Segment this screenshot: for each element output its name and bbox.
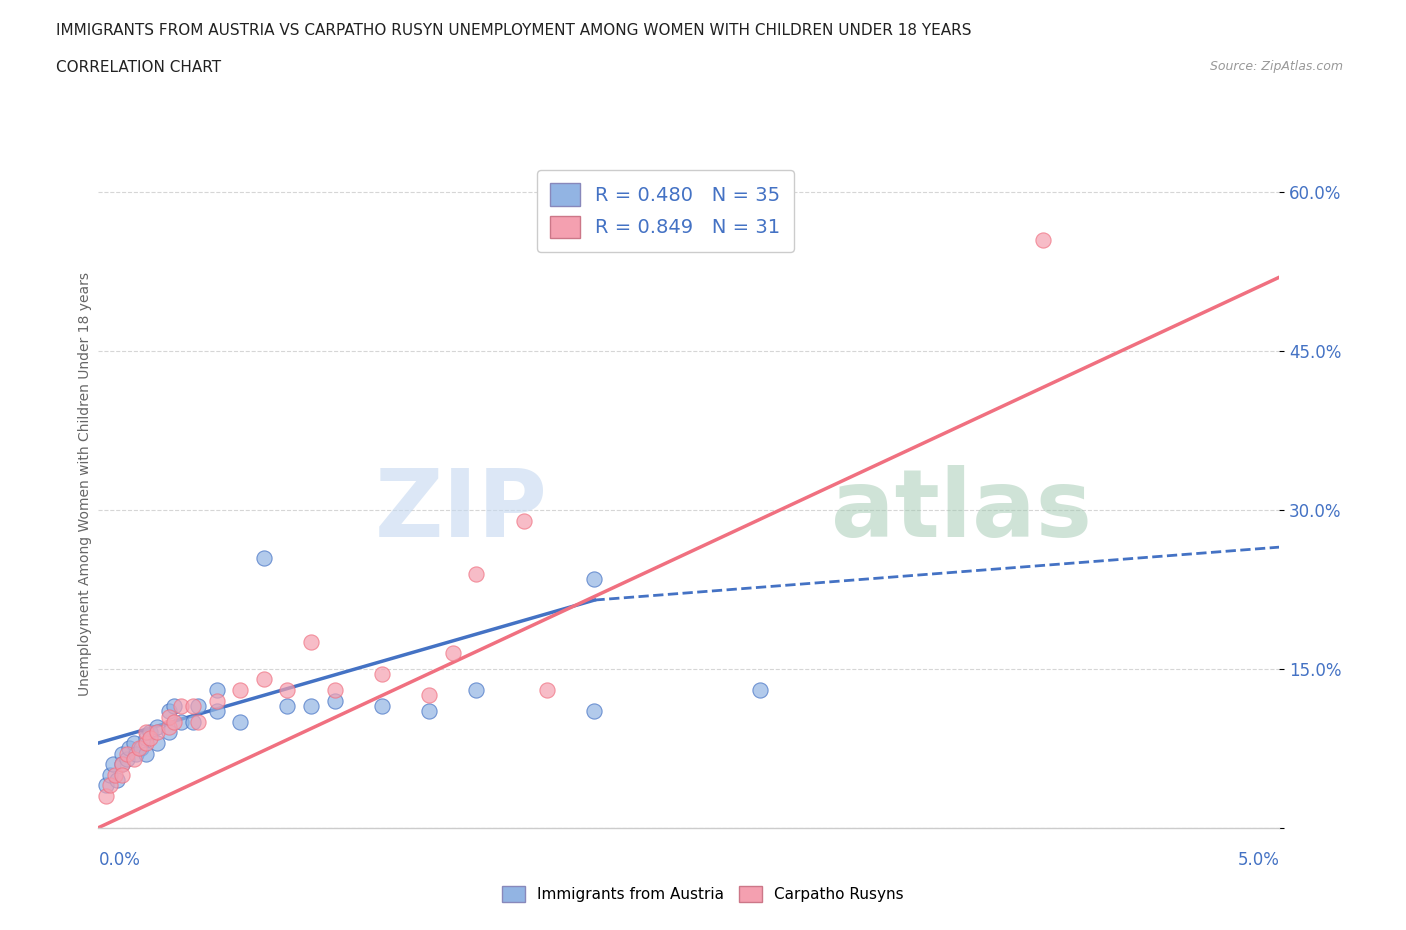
Point	[111, 767, 134, 782]
Point	[111, 746, 134, 761]
Point	[111, 757, 134, 772]
Point	[465, 566, 488, 581]
Point	[157, 725, 180, 740]
Point	[536, 683, 558, 698]
Point	[170, 714, 193, 729]
Point	[135, 746, 157, 761]
Point	[181, 714, 204, 729]
Point	[371, 698, 394, 713]
Point	[98, 767, 121, 782]
Point	[125, 746, 148, 761]
Point	[748, 683, 770, 698]
Point	[139, 725, 162, 740]
Point	[163, 714, 186, 729]
Point	[94, 777, 117, 792]
Point	[371, 667, 394, 682]
Point	[465, 683, 488, 698]
Point	[129, 741, 152, 756]
Point	[111, 757, 134, 772]
Y-axis label: Unemployment Among Women with Children Under 18 years: Unemployment Among Women with Children U…	[77, 272, 91, 696]
Point	[253, 551, 276, 565]
Point	[276, 683, 298, 698]
Point	[323, 683, 346, 698]
Point	[115, 751, 138, 766]
Point	[104, 767, 127, 782]
Point	[1032, 232, 1054, 247]
Point	[135, 730, 157, 745]
Point	[101, 757, 124, 772]
Point	[146, 720, 169, 735]
Point	[229, 714, 252, 729]
Point	[128, 741, 150, 756]
Legend: Immigrants from Austria, Carpatho Rusyns: Immigrants from Austria, Carpatho Rusyns	[496, 880, 910, 909]
Point	[146, 736, 169, 751]
Point	[115, 746, 138, 761]
Point	[205, 683, 228, 698]
Point	[418, 688, 440, 703]
Point	[157, 704, 180, 719]
Point	[299, 635, 322, 650]
Legend: R = 0.480   N = 35, R = 0.849   N = 31: R = 0.480 N = 35, R = 0.849 N = 31	[537, 170, 794, 252]
Point	[135, 725, 157, 740]
Text: IMMIGRANTS FROM AUSTRIA VS CARPATHO RUSYN UNEMPLOYMENT AMONG WOMEN WITH CHILDREN: IMMIGRANTS FROM AUSTRIA VS CARPATHO RUSY…	[56, 23, 972, 38]
Point	[181, 698, 204, 713]
Point	[441, 645, 464, 660]
Point	[146, 725, 169, 740]
Point	[122, 736, 145, 751]
Point	[229, 683, 252, 698]
Point	[276, 698, 298, 713]
Text: atlas: atlas	[831, 465, 1091, 557]
Point	[94, 789, 117, 804]
Point	[135, 736, 157, 751]
Point	[187, 714, 209, 729]
Point	[205, 704, 228, 719]
Text: CORRELATION CHART: CORRELATION CHART	[56, 60, 221, 75]
Point	[122, 751, 145, 766]
Point	[98, 777, 121, 792]
Point	[105, 773, 128, 788]
Point	[253, 672, 276, 687]
Text: 0.0%: 0.0%	[98, 851, 141, 870]
Point	[157, 720, 180, 735]
Point	[118, 741, 141, 756]
Point	[170, 698, 193, 713]
Text: 5.0%: 5.0%	[1237, 851, 1279, 870]
Point	[299, 698, 322, 713]
Point	[163, 698, 186, 713]
Point	[157, 709, 180, 724]
Point	[583, 571, 606, 586]
Point	[187, 698, 209, 713]
Point	[323, 693, 346, 708]
Point	[205, 693, 228, 708]
Text: ZIP: ZIP	[374, 465, 547, 557]
Point	[139, 730, 162, 745]
Point	[512, 513, 534, 528]
Point	[583, 704, 606, 719]
Point	[418, 704, 440, 719]
Text: Source: ZipAtlas.com: Source: ZipAtlas.com	[1209, 60, 1343, 73]
